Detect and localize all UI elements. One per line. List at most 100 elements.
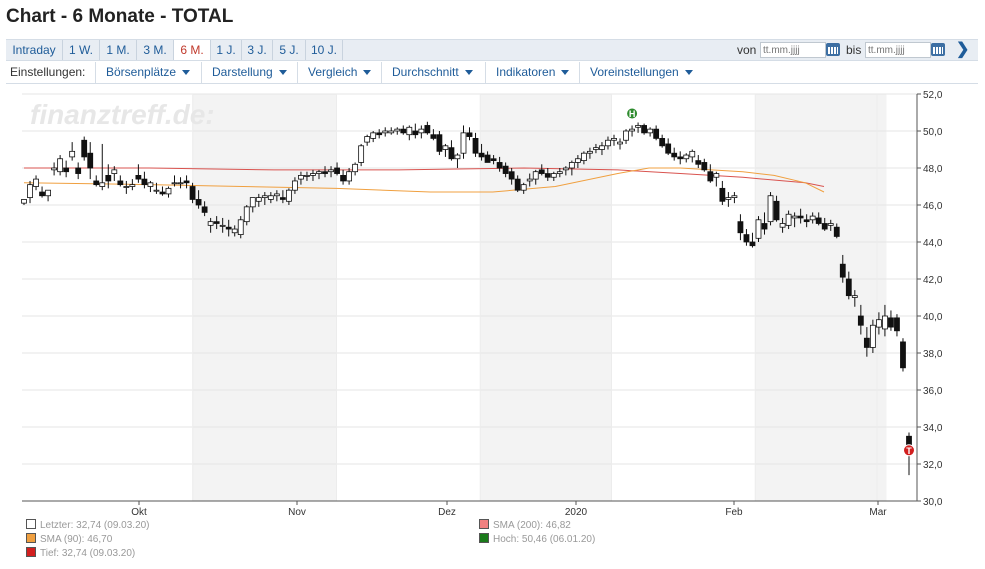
price-chart: finanztreff.de: 52,0 50,0 48,0 46,0 44,0 42,0… [21, 90, 943, 516]
legend-label: SMA (90): 46,70 [40, 534, 113, 545]
candle-body [279, 197, 286, 200]
candle-body [821, 223, 828, 230]
menu-indikatoren[interactable]: Indikatoren [485, 62, 577, 83]
legend-swatch [26, 533, 36, 543]
candle-body [574, 158, 581, 163]
candle-body [641, 125, 648, 134]
candle-body [617, 141, 623, 145]
menu-darstellung[interactable]: Darstellung [201, 62, 295, 83]
calendar-icon[interactable] [931, 43, 945, 56]
candle-body [815, 217, 822, 224]
month-shade [755, 94, 887, 501]
candle-body [671, 152, 678, 158]
candle-body [171, 182, 178, 185]
high-marker-label: H [629, 109, 636, 119]
legend-low: Tief: 32,74 (09.03.20) [26, 547, 135, 560]
menu-label: Darstellung [212, 65, 273, 79]
to-date-input[interactable] [865, 42, 931, 58]
candle-body [135, 175, 142, 180]
candle-body [502, 165, 509, 174]
candle-body [677, 156, 684, 160]
candle-body [791, 215, 798, 219]
range-tab-3y[interactable]: 3 J. [242, 40, 273, 60]
chevron-down-icon [684, 70, 693, 76]
candle-body [472, 138, 479, 154]
candle-body [689, 150, 696, 158]
candle-body [544, 173, 551, 178]
candle-body [183, 180, 190, 184]
candles [21, 121, 912, 476]
candle-body [382, 130, 389, 134]
y-tick-label: 30,0 [923, 497, 943, 508]
candle-body [285, 189, 292, 202]
candle-body [267, 195, 274, 200]
candle-body [304, 175, 310, 177]
candle-body [611, 138, 617, 141]
menu-boersenplaetze[interactable]: Börsenplätze [95, 62, 198, 83]
candle-body [93, 180, 100, 186]
y-tick-label: 46,0 [923, 201, 943, 212]
candle-body [605, 139, 611, 147]
candle-body [165, 187, 172, 195]
legend-swatch [26, 547, 36, 557]
menu-vergleich[interactable]: Vergleich [297, 62, 379, 83]
candle-body [490, 158, 497, 162]
candle-body [454, 154, 461, 160]
candle-body [292, 180, 298, 191]
range-tab-6m[interactable]: 6 M. [174, 40, 211, 60]
candle-body [316, 171, 322, 174]
candle-body [623, 130, 629, 141]
shaded-months [192, 94, 887, 501]
candle-body [45, 189, 51, 197]
range-tab-1y[interactable]: 1 J. [211, 40, 242, 60]
candle-body [845, 278, 852, 297]
candle-body [737, 221, 744, 234]
x-tick-label: Feb [725, 507, 743, 516]
menu-voreinstellungen[interactable]: Voreinstellungen [579, 62, 701, 83]
chevron-down-icon [278, 70, 287, 76]
candle-body [665, 143, 672, 154]
candle-body [713, 173, 720, 178]
candle-body [580, 152, 587, 161]
range-tab-5y[interactable]: 5 J. [273, 40, 306, 60]
calendar-icon[interactable] [826, 43, 840, 56]
range-tab-10y[interactable]: 10 J. [306, 40, 343, 60]
menu-durchschnitt[interactable]: Durchschnitt [381, 62, 481, 83]
candle-body [785, 213, 792, 226]
candle-body [298, 175, 304, 180]
candle-body [153, 189, 160, 192]
candle-body [797, 215, 804, 219]
from-label: von [737, 43, 757, 57]
candle-body [514, 178, 521, 191]
candle-body [39, 191, 45, 197]
candle-body [442, 145, 449, 150]
candle-body [99, 182, 106, 187]
candle-body [761, 223, 768, 230]
range-tab-1m[interactable]: 1 M. [100, 40, 137, 60]
candle-body [526, 178, 533, 182]
candle-body [538, 169, 545, 174]
candle-body [894, 317, 900, 332]
moving-averages [23, 167, 825, 193]
sma200-line [24, 167, 825, 187]
to-label: bis [846, 43, 862, 57]
range-tab-intraday[interactable]: Intraday [6, 40, 63, 60]
candle-body [207, 221, 214, 226]
next-arrow-icon[interactable]: ❯ [956, 41, 970, 58]
chevron-down-icon [182, 70, 191, 76]
y-tick-label: 42,0 [923, 275, 943, 286]
candle-body [69, 150, 76, 158]
chevron-down-icon [464, 70, 473, 76]
candle-body [213, 221, 220, 224]
range-tab-3m[interactable]: 3 M. [137, 40, 174, 60]
candle-body [496, 162, 503, 169]
candle-body [243, 206, 250, 223]
low-marker [903, 444, 915, 457]
candle-body [21, 199, 27, 204]
candle-body [33, 178, 39, 187]
range-tab-1w[interactable]: 1 W. [63, 40, 100, 60]
from-date-input[interactable] [760, 42, 826, 58]
candle-body [659, 138, 666, 147]
y-tick-label: 40,0 [923, 312, 943, 323]
y-tick-label: 32,0 [923, 460, 943, 471]
